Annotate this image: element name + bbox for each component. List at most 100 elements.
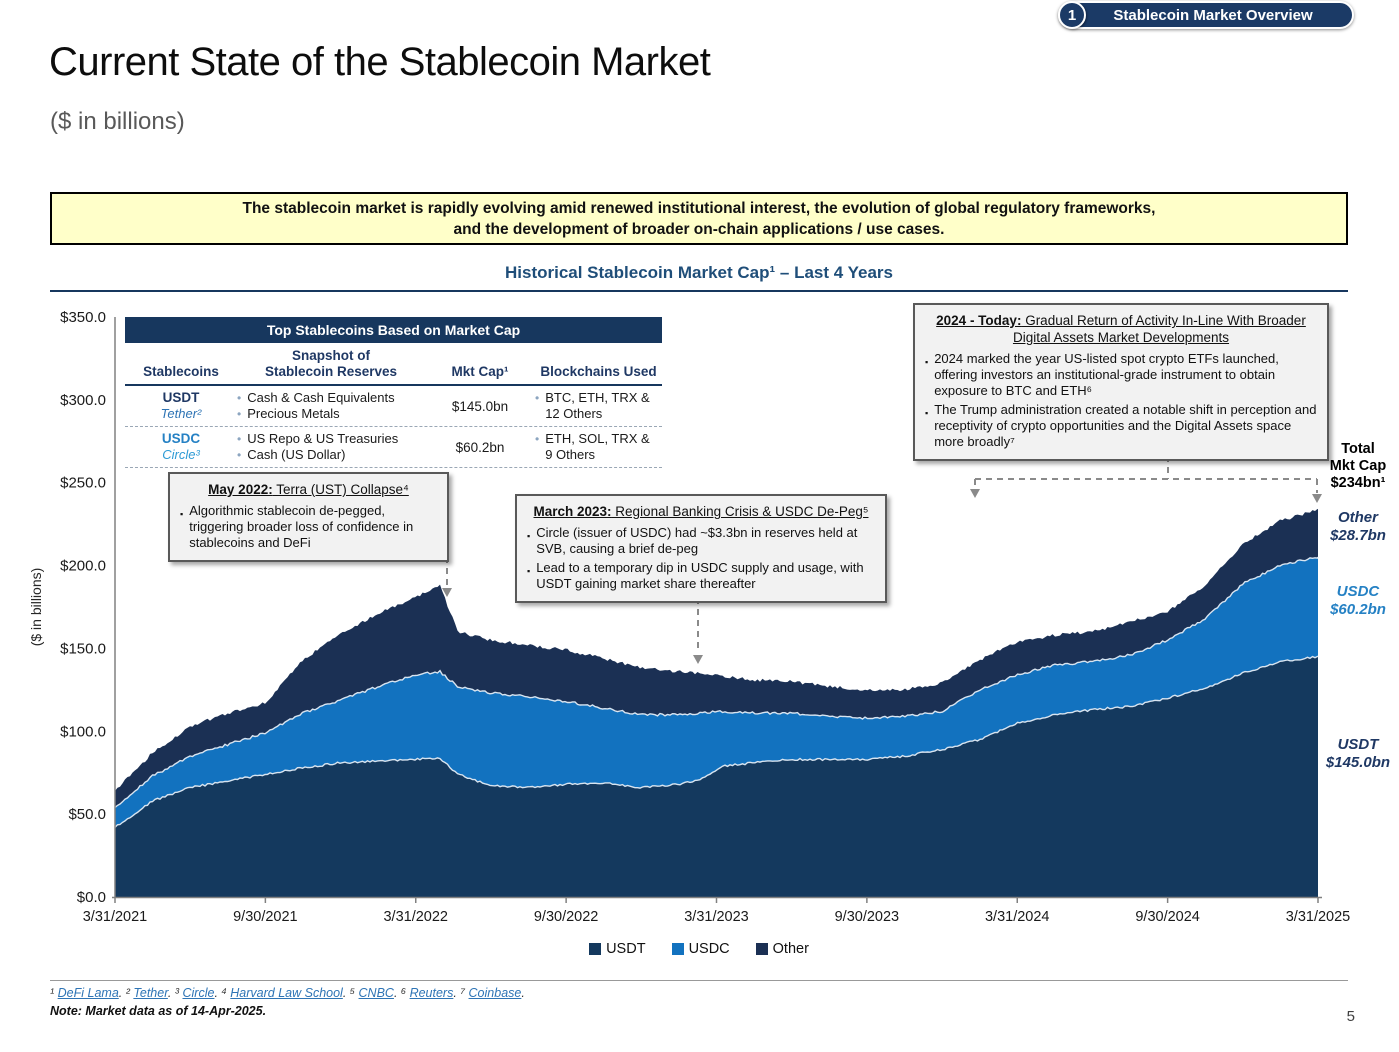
y-tick-label: $50.0 [68,806,106,823]
footnote-link[interactable]: Tether [133,986,168,1000]
usdt-boundary-line [114,655,1319,828]
x-tick-label: 9/30/2023 [835,909,900,925]
col-header-blockchains: Blockchains Used [540,364,657,379]
footnote-link[interactable]: Circle [182,986,215,1000]
x-tick-label: 3/31/2021 [83,909,148,925]
bullet-icon: • [237,407,242,421]
data-note: Note: Market data as of 14-Apr-2025. [50,1004,267,1018]
footnote-separator: . [393,986,401,1000]
bullet-icon: • [535,391,540,405]
footnote-separator: . [521,986,525,1000]
x-tick-label: 3/31/2022 [383,909,448,925]
usdc-boundary-line [114,556,1319,809]
x-tick-label: 9/30/2022 [534,909,599,925]
x-tick-label: 3/31/2024 [985,909,1050,925]
area-usdc [115,557,1318,828]
bullet-item: ▪ The Trump administration created a nota… [925,402,1317,449]
footnote-separator: . [167,986,175,1000]
footnote-marker: ⁴ [221,986,231,1000]
bullet-item: • Precious Metals [237,406,340,421]
col-header-reserves: Snapshot of Stablecoin Reserves [264,348,398,379]
bullet-icon: ▪ [527,566,531,576]
usdc-mktcap: $60.2bn [455,439,505,455]
legend-swatch-icon [589,943,602,955]
footnote-marker: ⁶ [400,986,410,1000]
legend-item-usdt: USDT [589,941,646,957]
legend-swatch-icon [755,943,768,955]
bullet-item: ▪ 2024 marked the year US-listed spot cry… [925,351,1279,398]
legend-swatch-icon [671,943,684,955]
footnote-link[interactable]: DeFi Lama [57,986,119,1000]
section-badge: 1 Stablecoin Market Overview [1058,1,1354,29]
footnote-separator: . [342,986,350,1000]
key-message-banner: The stablecoin market is rapidly evolvin… [50,192,1348,245]
footnote-link[interactable]: Reuters [409,986,454,1000]
section-badge-label: Stablecoin Market Overview [1113,6,1313,24]
arrow-down-icon [1312,494,1322,503]
page-number: 5 [1346,1008,1355,1025]
footnote-marker: ⁵ [349,986,359,1000]
callout-may-2022-bullets: ▪ Algorithmic stablecoin de-pegged, trigg… [180,503,437,551]
y-tick-label: $150.0 [60,640,106,657]
bullet-item: • Cash & Cash Equivalents [237,390,395,405]
bullet-icon: ▪ [180,509,184,519]
footnotes: ¹ DeFi Lama. ² Tether. ³ Circle. ⁴ Harva… [50,986,525,1000]
footer-divider [50,980,1348,981]
footnote-separator: . [453,986,461,1000]
callout-march-2023-bullets: ▪ Circle (issuer of USDC) had ~$3.3bn in … [527,525,875,592]
bullet-item: ▪ Lead to a temporary dip in USDC supply … [527,560,864,591]
legend-item-other: Other [755,941,809,957]
x-tick-label: 9/30/2024 [1135,909,1200,925]
usdt-label: USDT $145.0bn [1325,736,1391,771]
section-number-icon: 1 [1058,1,1086,29]
callout-may-2022: May 2022: Terra (UST) Collapse⁴ ▪ Algorit… [168,472,449,562]
bullet-icon: • [237,391,242,405]
arrow-down-icon [442,588,452,597]
footnote-separator: . [214,986,222,1000]
top-stablecoins-table: Top Stablecoins Based on Market Cap Stab… [125,317,662,468]
area-other [115,508,1318,808]
footnote-separator: . [118,986,126,1000]
footnote-link[interactable]: CNBC [358,986,394,1000]
usdt-reserves: • Cash & Cash Equivalents • Precious Metals [237,390,425,422]
bullet-item: ▪ Circle (issuer of USDC) had ~$3.3bn in … [527,525,858,556]
bullet-icon: • [237,448,242,462]
callout-march-2023: March 2023: Regional Banking Crisis & US… [515,494,887,603]
table-header-row: Stablecoins Snapshot of Stablecoin Reserv… [125,343,662,386]
col-header-mktcap: Mkt Cap¹ [451,364,509,379]
footnote-link[interactable]: Harvard Law School [230,986,343,1000]
bullet-icon: • [535,432,540,446]
bullet-item: ▪ Algorithmic stablecoin de-pegged, trigg… [180,503,414,550]
arrow-down-icon [693,655,703,664]
callout-2024-today-bullets: ▪ 2024 marked the year US-listed spot cry… [925,351,1317,450]
bullet-icon: • [237,432,242,446]
y-tick-label: $100.0 [60,723,106,740]
table-row-usdc: USDC Circle³ • US Repo & US Treasuries • Ca… [125,427,662,468]
bullet-item: • US Repo & US Treasuries [237,431,399,446]
chart-legend: USDT USDC Other [50,941,1348,957]
callout-2024-today: 2024 - Today: Gradual Return of Activity… [913,303,1329,461]
table-title: Top Stablecoins Based on Market Cap [125,317,662,343]
banner-line1: The stablecoin market is rapidly evolvin… [242,199,1156,217]
col-header-stablecoins: Stablecoins [143,364,219,379]
footnote-link[interactable]: Coinbase [468,986,522,1000]
page-title: Current State of the Stablecoin Market [49,40,711,84]
page-subtitle: ($ in billions) [50,108,185,135]
y-tick-label: $300.0 [60,392,106,409]
other-label: Other $28.7bn [1330,509,1386,544]
bullet-item: • BTC, ETH, TRX & 12 Others [535,390,650,421]
y-tick-label: $0.0 [77,889,106,906]
total-mktcap-label: Total Mkt Cap $234bn¹ [1329,441,1387,491]
bullet-icon: ▪ [925,408,929,418]
bullet-item: • Cash (US Dollar) [237,447,346,462]
footnote-marker: ³ [174,986,183,1000]
bullet-item: • ETH, SOL, TRX & 9 Others [535,431,650,462]
y-axis-label: ($ in billions) [28,567,44,647]
x-tick-label: 3/31/2025 [1286,909,1351,925]
x-tick-label: 3/31/2023 [684,909,749,925]
table-row-usdt: USDT Tether² • Cash & Cash Equivalents • Pr… [125,386,662,427]
area-usdt [115,656,1318,897]
usdt-issuer: Tether² [160,406,202,421]
legend-item-usdc: USDC [671,941,730,957]
